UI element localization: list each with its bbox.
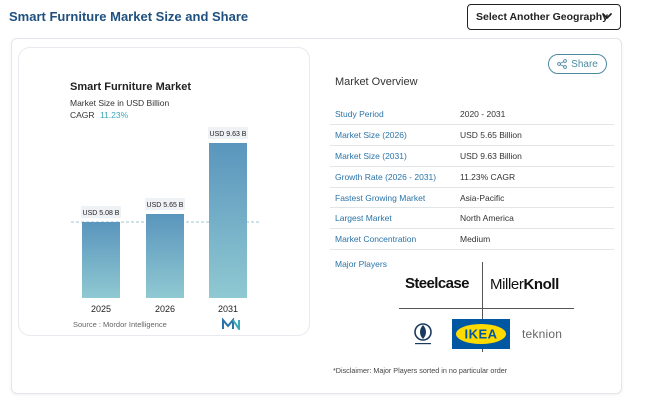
chart-card: Smart Furniture Market Market Size in US… xyxy=(18,47,310,336)
disclaimer: *Disclaimer: Major Players sorted in no … xyxy=(333,366,508,375)
players-grid-divider xyxy=(399,308,574,309)
bar-chart: USD 5.08 B 2025 USD 5.65 B 2026 USD 9.63 B 20… xyxy=(71,127,261,314)
share-button[interactable]: Share xyxy=(548,54,607,74)
chart-title: Smart Furniture Market xyxy=(70,81,192,93)
geography-select[interactable]: Select Another Geography xyxy=(467,4,621,30)
overview-row: Market Size (2026) USD 5.65 Billion xyxy=(330,125,614,146)
chart-cagr: CAGR 11.23% xyxy=(70,110,128,120)
player-emblem-logo xyxy=(414,323,432,345)
overview-row: Market Size (2031) USD 9.63 Billion xyxy=(330,146,614,167)
overview-row: Fastest Growing Market Asia-Pacific xyxy=(330,188,614,209)
ikea-logo-text: IKEA xyxy=(464,327,497,342)
chart-source: Source : Mordor Intelligence xyxy=(73,320,167,329)
overview-value: Medium xyxy=(460,234,491,245)
overview-value: Asia-Pacific xyxy=(460,192,505,203)
millerknoll-knoll: Knoll xyxy=(523,276,559,293)
mordor-intelligence-logo xyxy=(222,318,240,330)
overview-value: 11.23% CAGR xyxy=(460,171,516,182)
overview-value: 2020 - 2031 xyxy=(460,108,506,119)
share-icon xyxy=(557,59,568,69)
bar-2026 xyxy=(146,214,184,298)
value-label-box xyxy=(208,127,248,139)
overview-value: North America xyxy=(460,213,514,224)
page-title: Smart Furniture Market Size and Share xyxy=(9,9,249,24)
market-overview-title: Market Overview xyxy=(335,76,418,88)
millerknoll-logo: MillerKnoll xyxy=(490,276,559,293)
players-grid-divider xyxy=(482,262,483,352)
bar-2031 xyxy=(209,143,247,298)
overview-key: Study Period xyxy=(335,108,384,119)
overview-key: Fastest Growing Market xyxy=(335,192,426,203)
market-overview-table: Study Period 2020 - 2031 Market Size (20… xyxy=(330,104,614,251)
overview-key: Market Size (2026) xyxy=(335,129,407,140)
overview-row: Study Period 2020 - 2031 xyxy=(330,104,614,125)
teknion-logo: teknion xyxy=(522,327,563,341)
overview-key: Market Size (2031) xyxy=(335,150,407,161)
value-label: USD 5.08 B xyxy=(83,210,120,217)
major-players-label: Major Players xyxy=(335,259,387,269)
value-label: USD 9.63 B xyxy=(210,131,247,138)
overview-row: Largest Market North America xyxy=(330,208,614,230)
chart-subtitle: Market Size in USD Billion xyxy=(70,98,170,108)
steelcase-logo: Steelcase xyxy=(405,275,469,292)
category-label: 2025 xyxy=(91,304,111,314)
overview-key: Largest Market xyxy=(335,213,392,224)
millerknoll-miller: Miller xyxy=(490,276,524,293)
geography-select-label: Select Another Geography xyxy=(476,11,609,23)
cagr-value: 11.23% xyxy=(99,110,129,120)
value-label-box xyxy=(145,198,185,210)
bar-2025 xyxy=(82,222,120,298)
overview-value: USD 5.65 Billion xyxy=(460,129,522,140)
overview-key: Growth Rate (2026 - 2031) xyxy=(335,171,437,182)
overview-key: Market Concentration xyxy=(335,234,417,245)
overview-row: Growth Rate (2026 - 2031) 11.23% CAGR xyxy=(330,167,614,188)
category-label: 2031 xyxy=(218,304,238,314)
overview-value: USD 9.63 Billion xyxy=(460,150,522,161)
chevron-down-icon xyxy=(602,13,612,19)
cagr-label: CAGR xyxy=(70,110,95,120)
value-label: USD 5.65 B xyxy=(147,202,184,209)
ikea-logo: IKEA xyxy=(452,319,510,349)
overview-row: Market Concentration Medium xyxy=(330,229,614,251)
value-label-box xyxy=(81,206,121,218)
share-label: Share xyxy=(571,58,598,70)
category-label: 2026 xyxy=(155,304,175,314)
